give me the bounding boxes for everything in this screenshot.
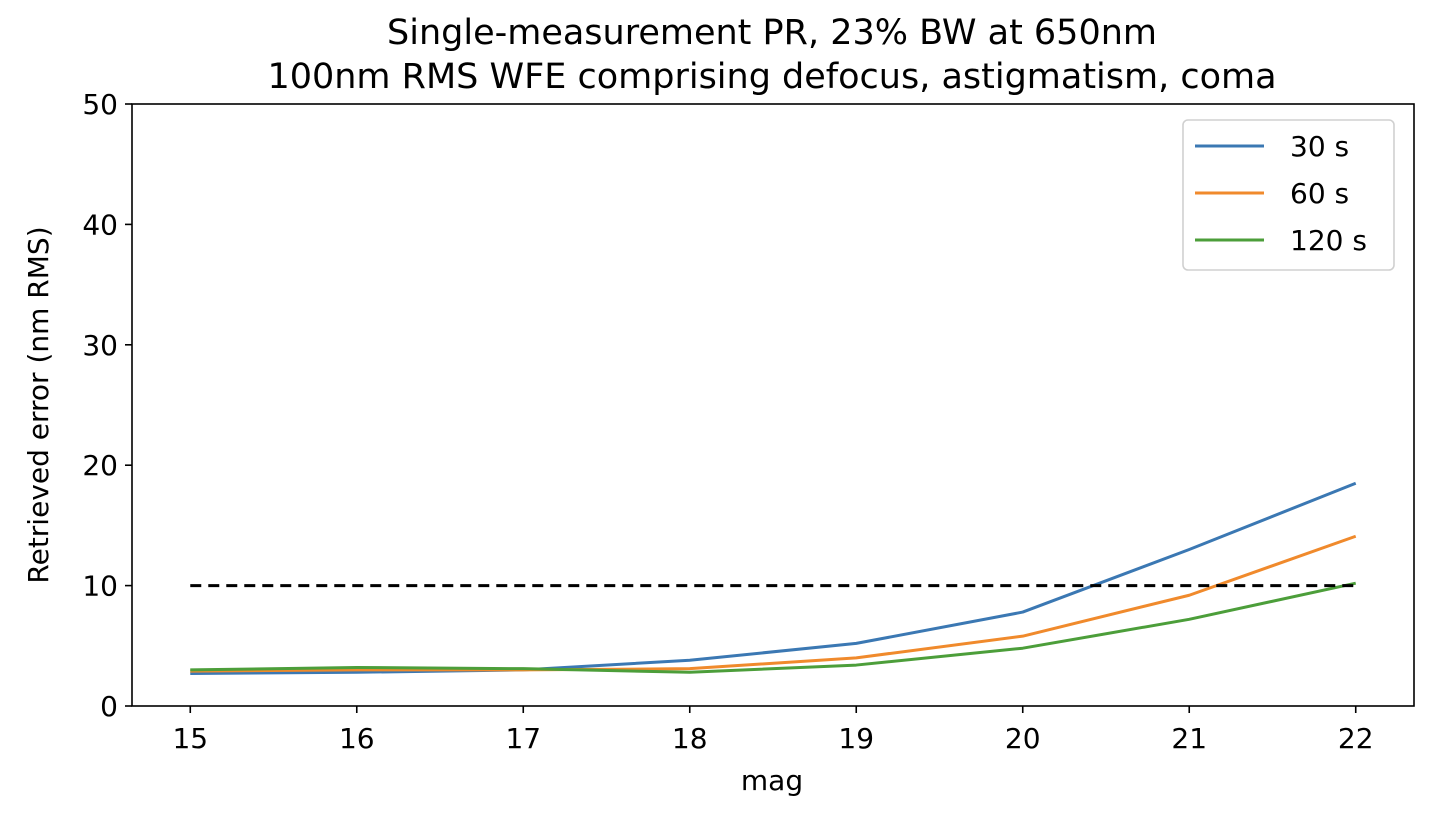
x-tick-label: 20 xyxy=(1005,722,1041,755)
plot-area xyxy=(190,481,1357,675)
y-tick-label: 30 xyxy=(82,329,118,362)
x-tick-label: 21 xyxy=(1171,722,1207,755)
x-tick-label: 19 xyxy=(838,722,874,755)
series-line-2 xyxy=(190,534,1357,673)
legend-label-2: 60 s xyxy=(1290,177,1349,210)
y-tick-label: 10 xyxy=(82,570,118,603)
x-axis-label: mag xyxy=(741,764,803,797)
x-axis: 15 16 17 18 19 20 21 22 xyxy=(172,706,1374,755)
legend-box xyxy=(1182,119,1395,271)
y-tick-label: 20 xyxy=(82,449,118,482)
series-line-1 xyxy=(190,481,1357,675)
y-tick-label: 40 xyxy=(82,208,118,241)
legend-label-3: 120 s xyxy=(1290,224,1367,257)
y-tick-label: 0 xyxy=(100,690,118,723)
x-tick-label: 22 xyxy=(1338,722,1374,755)
x-tick-label: 18 xyxy=(672,722,708,755)
legend-label-1: 30 s xyxy=(1290,130,1349,163)
x-tick-label: 16 xyxy=(339,722,375,755)
legend: 30 s 60 s 120 s xyxy=(1182,119,1395,271)
y-axis: 0 10 20 30 40 50 xyxy=(82,88,132,723)
y-tick-label: 50 xyxy=(82,88,118,121)
y-axis-label: Retrieved error (nm RMS) xyxy=(22,226,55,583)
x-tick-label: 17 xyxy=(505,722,541,755)
series-line-3 xyxy=(190,581,1357,674)
chart-title: Single-measurement PR, 23% BW at 650nm xyxy=(387,13,1157,53)
axes-frame xyxy=(131,103,1415,707)
x-tick-label: 15 xyxy=(172,722,208,755)
chart-subtitle: 100nm RMS WFE comprising defocus, astigm… xyxy=(267,57,1276,97)
